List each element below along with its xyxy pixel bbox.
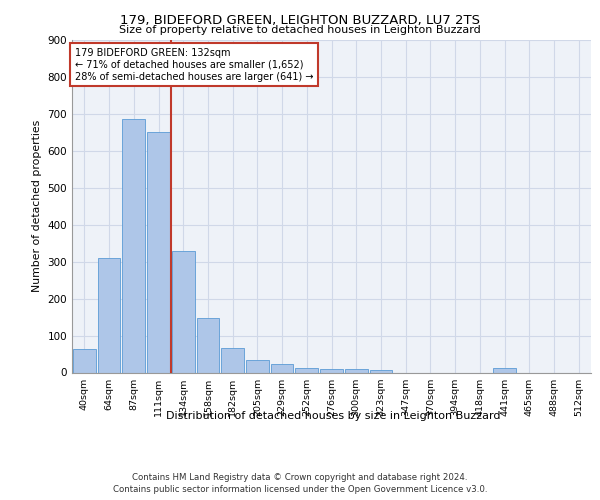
Bar — [147, 132, 170, 372]
Bar — [172, 250, 194, 372]
Bar — [246, 360, 269, 372]
Y-axis label: Number of detached properties: Number of detached properties — [32, 120, 42, 292]
Bar — [271, 364, 293, 372]
Bar — [73, 349, 96, 372]
Bar — [122, 120, 145, 372]
Text: Size of property relative to detached houses in Leighton Buzzard: Size of property relative to detached ho… — [119, 25, 481, 35]
Bar — [345, 369, 368, 372]
Text: Contains HM Land Registry data © Crown copyright and database right 2024.
Contai: Contains HM Land Registry data © Crown c… — [113, 472, 487, 494]
Bar — [493, 368, 516, 372]
Bar — [197, 318, 219, 372]
Text: 179 BIDEFORD GREEN: 132sqm
← 71% of detached houses are smaller (1,652)
28% of s: 179 BIDEFORD GREEN: 132sqm ← 71% of deta… — [74, 48, 313, 82]
Bar — [221, 348, 244, 372]
Bar — [320, 369, 343, 372]
Bar — [98, 258, 121, 372]
Text: 179, BIDEFORD GREEN, LEIGHTON BUZZARD, LU7 2TS: 179, BIDEFORD GREEN, LEIGHTON BUZZARD, L… — [120, 14, 480, 27]
Bar — [295, 368, 318, 372]
Text: Distribution of detached houses by size in Leighton Buzzard: Distribution of detached houses by size … — [166, 411, 500, 421]
Bar — [370, 370, 392, 372]
